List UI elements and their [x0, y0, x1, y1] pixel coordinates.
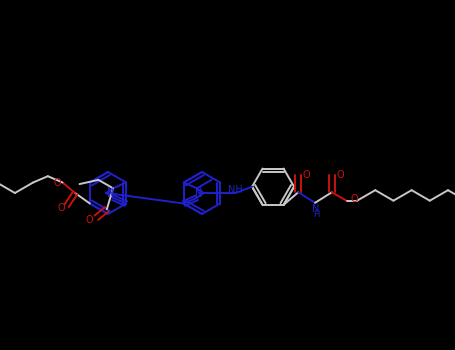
Text: N: N: [107, 187, 115, 197]
Text: N: N: [195, 189, 202, 199]
Text: O: O: [58, 203, 66, 212]
Text: O: O: [54, 178, 61, 189]
Text: N: N: [107, 189, 115, 199]
Text: O: O: [303, 170, 310, 181]
Text: N: N: [313, 204, 320, 214]
Text: H: H: [313, 210, 319, 219]
Text: O: O: [351, 194, 359, 204]
Text: O: O: [336, 170, 344, 181]
Text: N: N: [195, 187, 202, 197]
Text: O: O: [86, 215, 93, 225]
Text: NH: NH: [228, 185, 243, 195]
